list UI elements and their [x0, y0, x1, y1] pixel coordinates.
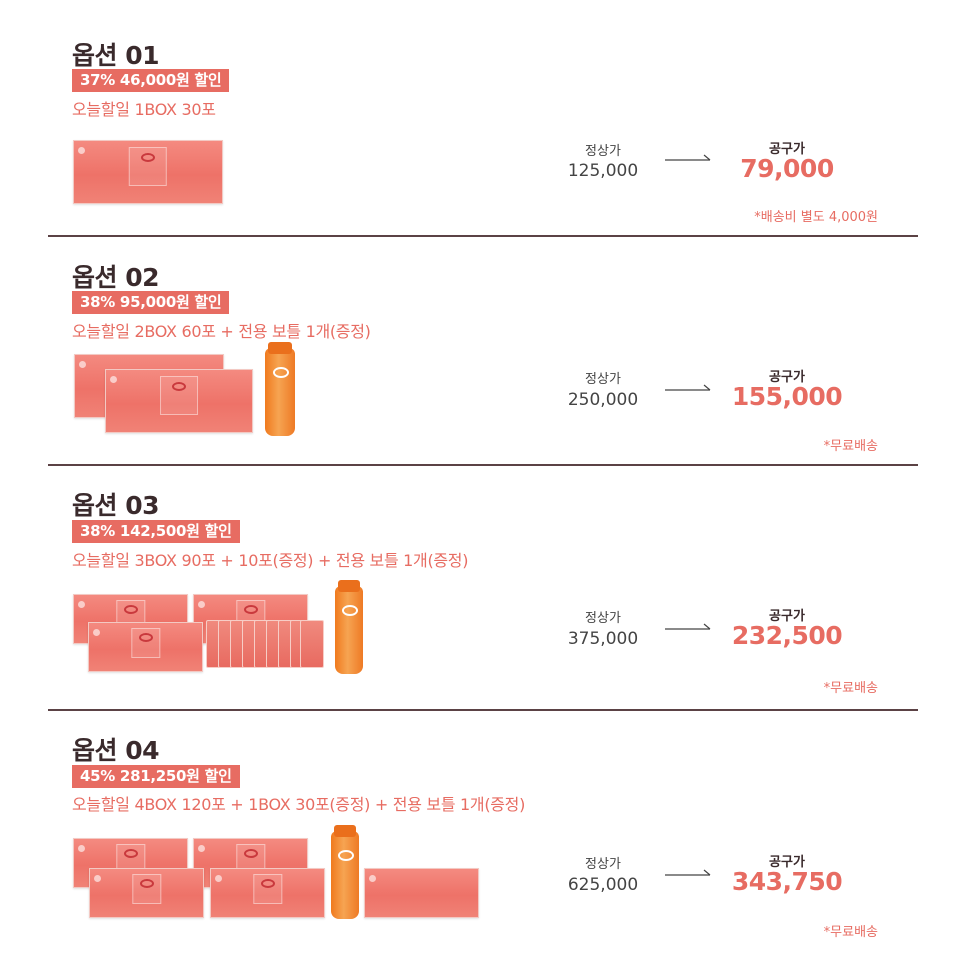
shipping-note: *무료배송 — [823, 925, 878, 940]
option-description: 오늘할일 2BOX 60포 + 전용 보틀 1개(증정) — [72, 322, 371, 341]
option-03: 옵션 03 38% 142,500원 할인 오늘할일 3BOX 90포 + 10… — [0, 465, 966, 710]
group-price-value: 343,750 — [731, 867, 843, 896]
regular-price-value: 625,000 — [567, 875, 639, 895]
group-price-label: 공구가 — [769, 370, 805, 385]
group-price-value: 79,000 — [740, 154, 834, 183]
bottle — [331, 825, 359, 919]
bottle — [265, 342, 295, 436]
product-box — [88, 622, 203, 672]
group-price-label: 공구가 — [769, 609, 805, 624]
option-title: 옵션 02 — [72, 263, 160, 292]
option-title: 옵션 01 — [72, 41, 160, 70]
option-04: 옵션 04 45% 281,250원 할인 오늘할일 4BOX 120포 + 1… — [0, 710, 966, 966]
option-description: 오늘할일 3BOX 90포 + 10포(증정) + 전용 보틀 1개(증정) — [72, 551, 469, 570]
product-box — [210, 868, 325, 918]
shipping-note: *무료배송 — [823, 681, 878, 696]
divider — [48, 709, 918, 711]
shipping-note: *무료배송 — [823, 439, 878, 454]
option-01: 옵션 01 37% 46,000원 할인 오늘할일 1BOX 30포 정상가 1… — [0, 0, 966, 236]
regular-price-value: 375,000 — [567, 629, 639, 649]
option-title: 옵션 03 — [72, 491, 160, 520]
regular-price-label: 정상가 — [585, 611, 621, 626]
shipping-note: *배송비 별도 4,000원 — [754, 210, 878, 225]
bottle — [335, 580, 363, 674]
option-title: 옵션 04 — [72, 736, 160, 765]
discount-badge: 37% 46,000원 할인 — [72, 69, 230, 92]
regular-price-label: 정상가 — [585, 144, 621, 159]
arrow-right-icon — [665, 384, 711, 391]
group-price-value: 155,000 — [731, 382, 843, 411]
option-description: 오늘할일 1BOX 30포 — [72, 100, 216, 119]
product-box — [105, 369, 253, 433]
product-box — [73, 140, 223, 204]
divider — [48, 235, 918, 237]
divider — [48, 464, 918, 466]
group-price-value: 232,500 — [731, 621, 843, 650]
group-price-label: 공구가 — [769, 855, 805, 870]
arrow-right-icon — [665, 623, 711, 630]
regular-price-label: 정상가 — [585, 857, 621, 872]
regular-price-value: 125,000 — [567, 161, 639, 181]
arrow-right-icon — [665, 154, 711, 161]
arrow-right-icon — [665, 869, 711, 876]
discount-badge: 38% 95,000원 할인 — [72, 291, 230, 314]
group-price-label: 공구가 — [769, 142, 805, 157]
discount-badge: 38% 142,500원 할인 — [72, 520, 240, 543]
product-box — [89, 868, 204, 918]
option-02: 옵션 02 38% 95,000원 할인 오늘할일 2BOX 60포 + 전용 … — [0, 236, 966, 465]
product-box — [364, 868, 479, 918]
regular-price-label: 정상가 — [585, 372, 621, 387]
option-description: 오늘할일 4BOX 120포 + 1BOX 30포(증정) + 전용 보틀 1개… — [72, 795, 526, 814]
discount-badge: 45% 281,250원 할인 — [72, 765, 240, 788]
regular-price-value: 250,000 — [567, 390, 639, 410]
